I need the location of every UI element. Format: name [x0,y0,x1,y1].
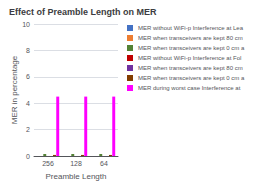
svg-text:MER during worst case Interfer: MER during worst case Interference at [138,85,241,91]
svg-text:Preamble Length: Preamble Length [46,172,107,181]
svg-text:MER in percentage: MER in percentage [10,55,19,124]
svg-text:10: 10 [22,21,30,28]
svg-text:MER without WiFi-p Interferenc: MER without WiFi-p Interference at Lea [138,25,244,31]
svg-text:4: 4 [26,100,30,107]
svg-text:6: 6 [26,73,30,80]
svg-text:256: 256 [42,160,54,167]
svg-text:0: 0 [26,153,30,160]
svg-text:MER without WiFi-p Interferenc: MER without WiFi-p Interference at Fol [138,55,241,61]
svg-text:128: 128 [70,160,82,167]
svg-text:MER when transceivers are kept: MER when transceivers are kept 0 cm a [138,45,245,51]
svg-text:64: 64 [100,160,108,167]
svg-text:2: 2 [26,126,30,133]
svg-text:MER when transceivers are kept: MER when transceivers are kept 0 cm a [138,75,245,81]
svg-text:Effect of Preamble Length on M: Effect of Preamble Length on MER [9,7,157,17]
svg-text:MER when transceivers are kept: MER when transceivers are kept 80 cm [138,65,244,71]
svg-text:8: 8 [26,47,30,54]
svg-text:MER when transceivers are kept: MER when transceivers are kept 80 cm [138,35,243,41]
